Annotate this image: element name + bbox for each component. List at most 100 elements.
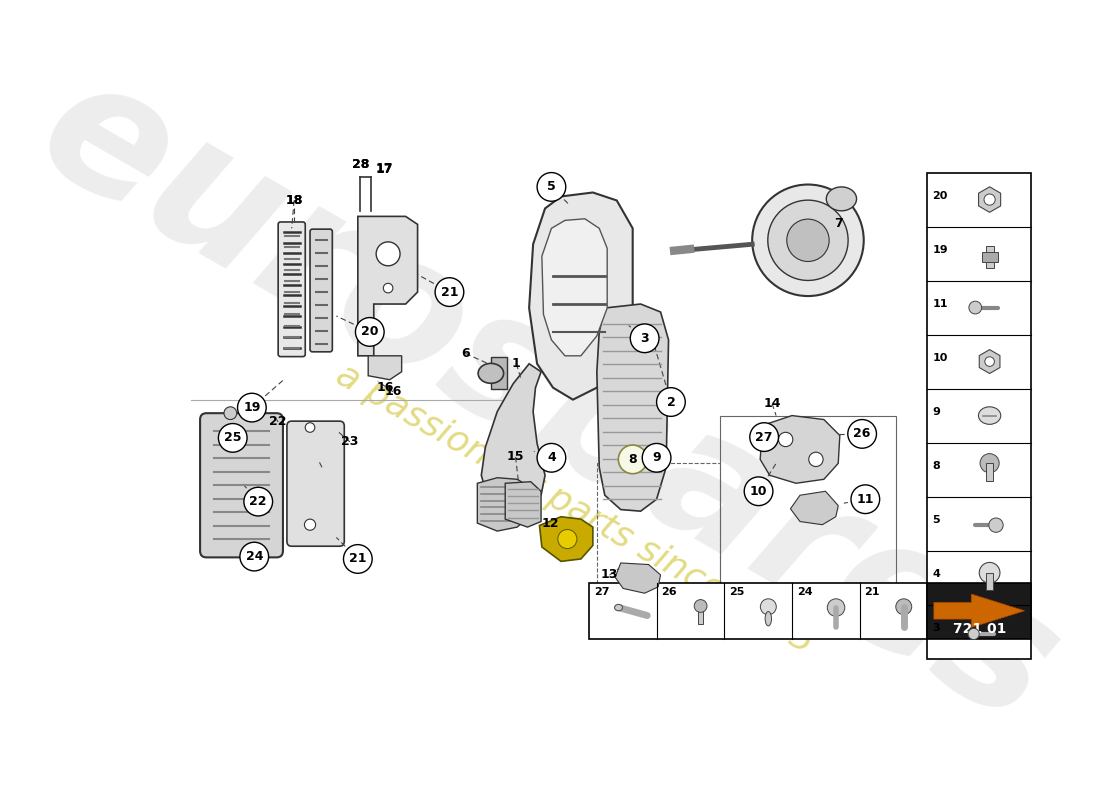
- Circle shape: [786, 219, 829, 262]
- Circle shape: [752, 185, 864, 296]
- Polygon shape: [760, 415, 839, 483]
- Polygon shape: [358, 216, 418, 356]
- Polygon shape: [934, 594, 1025, 627]
- Polygon shape: [542, 218, 607, 356]
- Text: 17: 17: [375, 162, 393, 175]
- Text: 27: 27: [756, 430, 773, 443]
- Text: 24: 24: [245, 550, 263, 563]
- Ellipse shape: [478, 363, 504, 383]
- Text: 22: 22: [250, 495, 267, 508]
- FancyBboxPatch shape: [278, 222, 305, 357]
- Polygon shape: [505, 482, 541, 527]
- Text: 21: 21: [441, 286, 459, 298]
- Bar: [597, 463, 720, 595]
- Polygon shape: [979, 350, 1000, 374]
- Text: 1: 1: [512, 358, 520, 370]
- Text: 2: 2: [667, 395, 675, 409]
- Circle shape: [383, 283, 393, 293]
- Text: 28: 28: [352, 158, 368, 171]
- Text: 19: 19: [932, 246, 948, 255]
- FancyBboxPatch shape: [287, 421, 344, 546]
- Text: 28: 28: [352, 158, 368, 171]
- Text: 13: 13: [601, 569, 618, 582]
- Bar: [986, 246, 993, 268]
- Polygon shape: [368, 356, 402, 380]
- Circle shape: [848, 419, 877, 448]
- Circle shape: [537, 173, 565, 202]
- Bar: [927, 583, 1031, 638]
- Text: 10: 10: [750, 485, 768, 498]
- Text: 3: 3: [932, 623, 939, 634]
- Circle shape: [851, 485, 880, 514]
- FancyBboxPatch shape: [200, 413, 283, 558]
- Text: 23: 23: [341, 435, 359, 448]
- Bar: [491, 358, 507, 390]
- Polygon shape: [979, 187, 1001, 212]
- Text: 6: 6: [461, 347, 470, 360]
- Polygon shape: [477, 478, 530, 531]
- Circle shape: [760, 599, 777, 614]
- Circle shape: [808, 452, 823, 466]
- Circle shape: [238, 394, 266, 422]
- Circle shape: [979, 562, 1000, 583]
- Circle shape: [657, 388, 685, 416]
- Text: 10: 10: [932, 354, 947, 363]
- Ellipse shape: [766, 611, 771, 626]
- Circle shape: [968, 628, 979, 639]
- Text: 5: 5: [547, 181, 556, 194]
- Circle shape: [355, 318, 384, 346]
- Text: 9: 9: [932, 407, 940, 418]
- Text: 25: 25: [224, 431, 242, 444]
- Bar: [720, 415, 895, 599]
- Text: 26: 26: [661, 587, 676, 598]
- Text: 721 01: 721 01: [953, 622, 1005, 636]
- Ellipse shape: [615, 604, 623, 610]
- Circle shape: [642, 443, 671, 472]
- Text: a passion for parts since 1985: a passion for parts since 1985: [330, 358, 820, 660]
- Circle shape: [219, 423, 248, 452]
- Circle shape: [750, 422, 779, 451]
- Bar: [927, 173, 1031, 658]
- Circle shape: [305, 519, 316, 530]
- Circle shape: [768, 200, 848, 281]
- Text: 22: 22: [270, 415, 287, 429]
- Bar: [987, 573, 993, 590]
- Circle shape: [436, 278, 464, 306]
- Polygon shape: [539, 517, 593, 562]
- Text: 17: 17: [375, 163, 393, 176]
- Text: 18: 18: [285, 194, 303, 207]
- Text: 14: 14: [763, 397, 781, 410]
- Text: 8: 8: [932, 462, 940, 471]
- Circle shape: [240, 542, 268, 571]
- Text: 18: 18: [285, 194, 303, 207]
- Ellipse shape: [826, 187, 857, 211]
- Text: 12: 12: [542, 517, 560, 530]
- Circle shape: [969, 301, 981, 314]
- Text: 15: 15: [507, 450, 525, 463]
- Text: 21: 21: [349, 553, 366, 566]
- Text: 21: 21: [865, 587, 880, 598]
- Circle shape: [694, 600, 707, 612]
- Text: 11: 11: [932, 299, 948, 310]
- Circle shape: [630, 324, 659, 353]
- Text: 16: 16: [384, 385, 402, 398]
- Circle shape: [343, 545, 372, 574]
- Bar: [698, 606, 703, 623]
- Polygon shape: [482, 364, 546, 514]
- FancyBboxPatch shape: [310, 229, 332, 352]
- Bar: [981, 252, 998, 262]
- Ellipse shape: [979, 407, 1001, 424]
- Polygon shape: [597, 304, 669, 511]
- Circle shape: [244, 487, 273, 516]
- Text: 19: 19: [243, 401, 261, 414]
- Circle shape: [827, 599, 845, 616]
- Polygon shape: [529, 193, 632, 400]
- Circle shape: [305, 422, 315, 432]
- Text: 5: 5: [932, 515, 939, 526]
- Text: 11: 11: [857, 493, 874, 506]
- Text: 27: 27: [594, 587, 609, 598]
- Circle shape: [779, 432, 793, 446]
- Circle shape: [224, 407, 236, 419]
- Circle shape: [745, 477, 773, 506]
- Text: 20: 20: [932, 191, 947, 202]
